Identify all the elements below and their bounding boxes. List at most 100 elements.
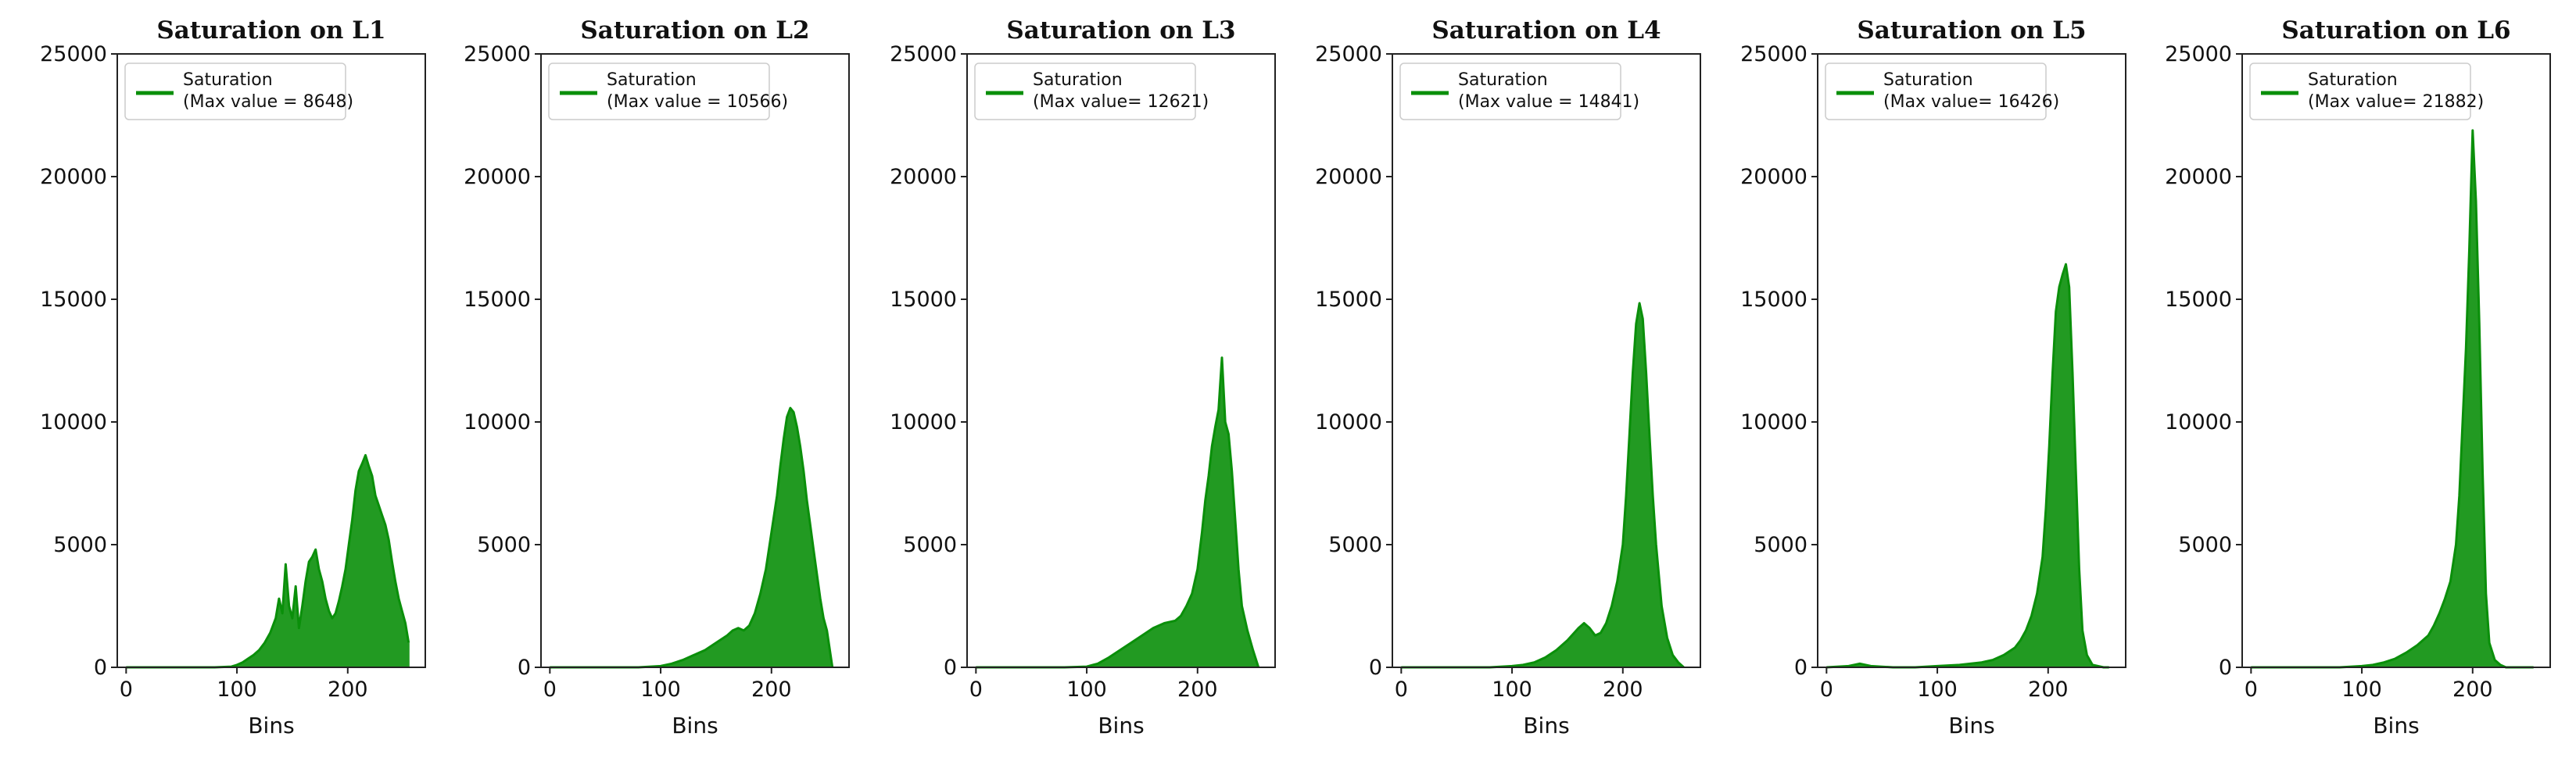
chart-title: Saturation on L2 xyxy=(580,16,809,45)
chart-panel-5: Saturation on L5 0 5000 10000 15000 20000 2500… xyxy=(1740,16,2126,738)
plot-frame xyxy=(966,53,1276,668)
legend: Saturation(Max value= 12621) xyxy=(974,63,1209,120)
chart-panel-4: Saturation on L4 0 5000 10000 15000 20000 2500… xyxy=(1315,16,1701,738)
y-tick-label: 5000 xyxy=(1754,533,1807,557)
legend-label: Saturation xyxy=(607,70,697,90)
x-tick-label: 200 xyxy=(1603,677,1643,702)
series-line xyxy=(2251,129,2534,669)
plot-frame xyxy=(2241,53,2551,668)
y-tick-label: 15000 xyxy=(1740,288,1807,312)
y-tick-label: 15000 xyxy=(890,288,957,312)
y-tick-label: 25000 xyxy=(464,42,531,66)
y-tick-label: 0 xyxy=(94,656,107,680)
y-tick-label: 25000 xyxy=(1740,42,1807,66)
x-tick-label: 200 xyxy=(751,677,792,702)
legend-label: Saturation xyxy=(1458,70,1548,90)
y-tick-label: 20000 xyxy=(2165,165,2232,189)
y-tick-label: 0 xyxy=(944,656,957,680)
x-tick-label: 0 xyxy=(1395,677,1408,702)
series-1 xyxy=(2251,129,2534,669)
y-tick-label: 20000 xyxy=(890,165,957,189)
y-tick-label: 10000 xyxy=(464,410,531,434)
x-axis-label: Bins xyxy=(672,713,718,738)
x-axis-label: Bins xyxy=(1948,713,1994,738)
y-tick-label: 20000 xyxy=(1315,165,1382,189)
y-tick-label: 20000 xyxy=(40,165,107,189)
x-tick-label: 100 xyxy=(640,677,681,702)
y-tick-label: 0 xyxy=(518,656,531,680)
y-tick-label: 5000 xyxy=(2178,533,2232,557)
legend-box xyxy=(974,63,1196,120)
x-tick-label: 100 xyxy=(1066,677,1107,702)
chart-panel-1: Saturation on L1 0 5000 10000 15000 20000 2500… xyxy=(40,16,426,738)
legend-note: (Max value = 10566) xyxy=(607,92,788,112)
legend-box xyxy=(124,63,346,120)
y-tick-label: 10000 xyxy=(2165,410,2232,434)
legend-label: Saturation xyxy=(2308,70,2398,90)
chart-title: Saturation on L5 xyxy=(1857,16,2086,45)
x-tick-label: 0 xyxy=(1820,677,1833,702)
series-1 xyxy=(1401,302,1685,669)
legend-label: Saturation xyxy=(183,70,273,90)
x-tick-label: 200 xyxy=(1177,677,1218,702)
x-tick-label: 100 xyxy=(217,677,257,702)
y-tick-label: 0 xyxy=(2219,656,2232,680)
plot-frame xyxy=(540,53,850,668)
x-tick-label: 100 xyxy=(2341,677,2382,702)
series-line xyxy=(550,406,834,669)
legend-note: (Max value= 21882) xyxy=(2308,92,2484,112)
series-1 xyxy=(550,406,834,669)
y-tick-label: 25000 xyxy=(1315,42,1382,66)
legend: Saturation(Max value= 21882) xyxy=(2249,63,2484,120)
legend-note: (Max value = 14841) xyxy=(1458,92,1639,112)
chart-title: Saturation on L4 xyxy=(1431,16,1661,45)
x-tick-label: 0 xyxy=(2245,677,2258,702)
legend-label: Saturation xyxy=(1883,70,1973,90)
y-tick-label: 15000 xyxy=(1315,288,1382,312)
legend-box xyxy=(2249,63,2471,120)
plot-area xyxy=(2242,54,2550,667)
y-tick-label: 5000 xyxy=(53,533,107,557)
y-tick-label: 5000 xyxy=(1328,533,1382,557)
x-axis-label: Bins xyxy=(1523,713,1569,738)
chart-panel-6: Saturation on L6 0 5000 10000 15000 20000 2500… xyxy=(2165,16,2551,738)
x-tick-label: 200 xyxy=(328,677,368,702)
plot-frame xyxy=(1817,53,2126,668)
chart-panel-2: Saturation on L2 0 5000 10000 15000 20000 2500… xyxy=(464,16,850,738)
y-tick-label: 10000 xyxy=(1315,410,1382,434)
legend-note: (Max value= 12621) xyxy=(1033,92,1209,112)
y-tick-label: 15000 xyxy=(464,288,531,312)
y-tick-label: 15000 xyxy=(40,288,107,312)
x-axis-label: Bins xyxy=(248,713,294,738)
series-1 xyxy=(976,356,1260,669)
legend-box xyxy=(548,63,770,120)
y-tick-label: 20000 xyxy=(464,165,531,189)
chart-title: Saturation on L1 xyxy=(156,16,385,45)
y-tick-label: 25000 xyxy=(890,42,957,66)
plot-frame xyxy=(116,53,426,668)
x-axis-label: Bins xyxy=(1098,713,1144,738)
legend-box xyxy=(1825,63,2047,120)
legend-box xyxy=(1399,63,1621,120)
x-tick-label: 100 xyxy=(1492,677,1532,702)
y-tick-label: 0 xyxy=(1794,656,1807,680)
y-tick-label: 10000 xyxy=(40,410,107,434)
y-tick-label: 10000 xyxy=(1740,410,1807,434)
x-tick-label: 200 xyxy=(2028,677,2069,702)
legend: Saturation(Max value= 16426) xyxy=(1825,63,2059,120)
chart-panel-3: Saturation on L3 0 5000 10000 15000 20000 2500… xyxy=(890,16,1276,738)
legend: Saturation(Max value = 14841) xyxy=(1399,63,1639,120)
series-line xyxy=(126,454,410,669)
y-tick-label: 25000 xyxy=(2165,42,2232,66)
y-tick-label: 5000 xyxy=(477,533,531,557)
series-line xyxy=(976,356,1260,669)
legend: Saturation(Max value = 8648) xyxy=(124,63,353,120)
x-tick-label: 0 xyxy=(543,677,557,702)
legend-note: (Max value = 8648) xyxy=(183,92,353,112)
y-tick-label: 10000 xyxy=(890,410,957,434)
series-line xyxy=(1401,302,1685,669)
y-tick-label: 5000 xyxy=(903,533,957,557)
x-tick-label: 200 xyxy=(2452,677,2493,702)
y-tick-label: 0 xyxy=(1369,656,1382,680)
